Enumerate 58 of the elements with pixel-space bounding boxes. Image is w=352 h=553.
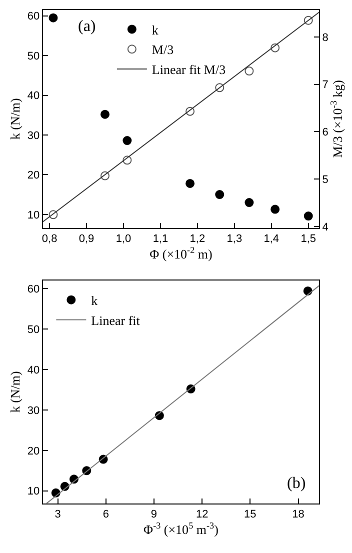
legend-label: M/3 [152,42,174,58]
point [244,198,254,208]
x-axis-title: Φ$^{-3}$ (×10$^{5}$ m$^{-3}$) [144,520,218,538]
point [304,212,313,221]
x-tick-label: 18 [292,508,304,521]
y-axis-title: k (N/m) [7,98,22,140]
point [215,83,224,92]
point [215,190,224,200]
y-tick-label: 30 [27,404,40,417]
y-tick-label: 30 [27,130,40,142]
x-tick-label: 0,8 [42,233,58,246]
x-tick-label: 1,5 [300,233,316,246]
legend-label: Linear fit M/3 [152,62,226,78]
point [100,171,110,180]
y-tick-label: 10 [27,209,40,222]
y-tick-label: 20 [27,170,40,182]
point [122,156,132,165]
point [100,110,110,119]
y2-tick-label: 5 [322,174,328,186]
x-tick-label: 1,0 [116,233,132,246]
y-tick-label: 10 [27,486,40,498]
point [186,178,195,188]
point [270,204,280,214]
annotation: (b) [287,475,306,492]
point [48,210,58,220]
x-tick-label: 0,9 [78,233,94,246]
x-tick-label: 1,3 [226,233,242,246]
legend-label: k [152,22,159,38]
point [270,43,280,52]
x-tick-label: 1,1 [152,233,168,246]
y2-tick-label: 7 [322,79,328,92]
x-tick-label: 15 [244,508,256,521]
x-tick-label: 3 [54,508,61,521]
y2-tick-label: 4 [322,221,328,234]
x-tick-label: 6 [102,508,109,521]
point [244,66,254,76]
y-tick-label: 20 [27,445,40,458]
x-tick-label: 9 [150,508,158,521]
y-tick-label: 60 [27,10,40,23]
point [122,136,132,146]
point [186,106,195,116]
y-tick-label: 40 [27,90,40,102]
point [48,13,58,22]
x-tick-label: 12 [196,508,208,521]
y-tick-label: 60 [27,283,40,296]
point [304,16,313,25]
y-tick-label: 40 [27,364,40,376]
x-tick-label: 1,4 [264,233,280,246]
y-axis-title: k (N/m) [7,371,22,413]
y-tick-label: 50 [27,50,40,62]
x-axis-title: Φ (×10$^{-2}$ m) [150,245,212,262]
annotation: (a) [78,18,96,35]
legend-label: k [91,292,98,308]
x-tick-label: 1,2 [190,233,206,246]
y2-tick-label: 6 [322,126,328,139]
legend-label: Linear fit [91,312,140,328]
y2-tick-label: 8 [322,32,328,44]
y-tick-label: 50 [27,324,40,336]
